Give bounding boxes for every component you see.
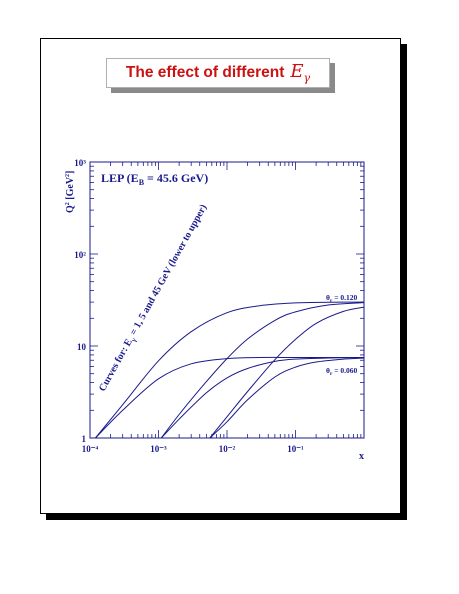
y-tick-label: 10	[77, 342, 87, 352]
x-axis-label: x	[359, 451, 364, 462]
x-tick-label: 10⁻⁴	[82, 444, 99, 454]
y-axis-label: Q2 [GeV2]	[65, 171, 76, 213]
title-symbol-subscript: γ	[303, 71, 311, 85]
series-line-1	[160, 302, 365, 439]
header-label: LEP (EB = 45.6 GeV)	[101, 171, 208, 187]
y-tick-label: 10²	[74, 250, 86, 260]
series-line-2	[209, 306, 365, 439]
series-line-5	[209, 357, 365, 439]
x-tick-label: 10⁻²	[219, 444, 236, 454]
plot-frame	[89, 161, 365, 439]
annotation-theta-120: θr = 0.120	[326, 293, 358, 304]
axis-labels: 10⁻⁴ 10⁻³ 10⁻² 10⁻¹ 1 10 10² 10³	[74, 158, 304, 454]
title-symbol-letter: E	[290, 61, 304, 83]
series-line-4	[160, 357, 365, 439]
annotation-theta-060: θr = 0.060	[326, 366, 358, 377]
y-tick-label: 1	[82, 434, 87, 444]
y-tick-label: 10³	[74, 158, 86, 168]
curves	[95, 301, 365, 439]
title-box: The effect of different Eγ	[106, 58, 330, 88]
x-tick-label: 10⁻¹	[287, 444, 304, 454]
slide-title: The effect of different	[125, 64, 285, 81]
title-symbol: Eγ	[290, 61, 310, 85]
x-tick-label: 10⁻³	[150, 444, 167, 454]
series-line-3	[95, 356, 364, 439]
axis-ticks	[89, 162, 364, 439]
series-line-0	[95, 301, 365, 439]
